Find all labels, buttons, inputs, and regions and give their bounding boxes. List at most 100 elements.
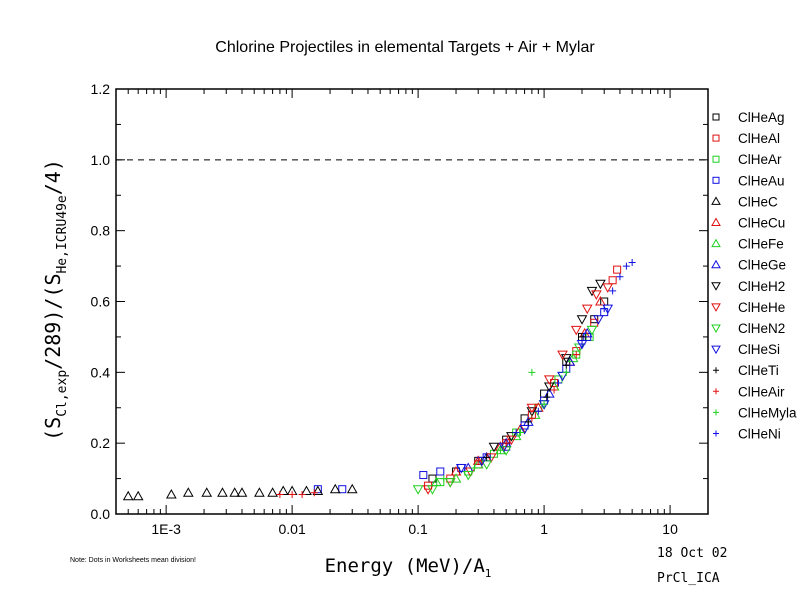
data-point — [236, 487, 248, 497]
data-point — [562, 368, 570, 376]
data-point — [288, 491, 296, 499]
series-clheair — [276, 351, 580, 499]
legend-marker — [712, 176, 720, 184]
legend-label: ClHeAr — [738, 152, 782, 167]
data-point — [182, 487, 194, 497]
data-point — [595, 279, 606, 290]
data-point — [474, 457, 482, 465]
series-clhefe — [431, 352, 579, 487]
data-point — [301, 485, 312, 495]
data-point — [502, 439, 510, 447]
series-clhehe — [422, 283, 614, 495]
y-tick-label: 0.6 — [91, 294, 111, 310]
file-code: PrCl_ICA — [657, 571, 720, 586]
data-point — [524, 418, 532, 426]
data-point — [419, 471, 428, 480]
data-point — [436, 467, 445, 476]
data-point — [427, 485, 438, 495]
data-point — [488, 442, 500, 453]
data-point — [600, 305, 608, 313]
data-point — [628, 259, 636, 267]
data-point — [593, 315, 604, 325]
date-stamp: 18 Oct 02 — [657, 546, 727, 561]
series-clheti — [483, 333, 586, 461]
footnote: Note: Dots in Worksheets mean division! — [70, 557, 196, 564]
data-point — [229, 487, 241, 497]
data-point — [528, 414, 536, 422]
legend-label: ClHeAl — [738, 131, 780, 146]
data-point — [578, 333, 586, 341]
data-point — [483, 453, 491, 461]
series-clheh2 — [488, 279, 606, 453]
series-clheag — [428, 297, 609, 483]
data-point — [557, 371, 568, 382]
data-point — [276, 491, 284, 499]
data-point — [562, 361, 570, 369]
data-point — [462, 471, 474, 481]
data-point — [572, 351, 580, 359]
data-point — [576, 315, 588, 325]
data-point — [591, 290, 602, 300]
y-tick-label: 0.8 — [91, 223, 111, 239]
x-axis: 1E-3 0.01 0.1 1 10 — [115, 89, 709, 537]
legend-marker — [711, 217, 721, 226]
legend: ClHeAg ClHeAl ClHeAr ClHeAu ClHeC ClHeCu ClHeF… — [711, 110, 797, 442]
data-point — [540, 400, 548, 408]
x-tick-label: 0.1 — [408, 521, 428, 537]
data-point — [338, 485, 347, 494]
data-point — [578, 340, 586, 348]
legend-marker — [711, 238, 721, 248]
legend-marker — [712, 113, 720, 121]
series-clheau — [313, 308, 609, 494]
legend-label: ClHeTi — [738, 363, 779, 378]
data-point — [526, 407, 538, 417]
x-axis-label: Energy (MeV)/A1 — [325, 555, 492, 580]
data-point — [550, 386, 558, 394]
data-point — [481, 460, 493, 470]
data-point — [470, 464, 478, 472]
legend-marker — [712, 155, 720, 163]
data-point — [455, 463, 467, 474]
series-clhemylar — [440, 368, 570, 483]
legend-label: ClHeGe — [738, 258, 786, 273]
data-point — [496, 446, 504, 454]
y-tick-label: 0.2 — [91, 435, 111, 451]
data-point — [581, 304, 593, 315]
data-point — [346, 483, 358, 494]
data-point — [312, 485, 324, 495]
series-clhesi — [455, 304, 614, 474]
data-point — [595, 295, 606, 306]
data-point — [560, 354, 572, 364]
legend-label: ClHeHe — [738, 300, 785, 315]
legend-label: ClHeC — [738, 194, 778, 209]
data-point — [613, 265, 622, 274]
data-point — [586, 325, 598, 336]
legend-marker — [711, 259, 721, 269]
data-point — [608, 276, 617, 285]
legend-marker — [713, 409, 719, 416]
legend-label: ClHeH2 — [738, 279, 785, 294]
series-clhen2 — [412, 325, 598, 495]
y-tick-label: 1.2 — [91, 81, 111, 97]
data-point — [165, 489, 177, 499]
data-point — [217, 487, 228, 497]
legend-marker — [713, 430, 719, 437]
legend-marker — [712, 134, 720, 142]
data-point — [534, 407, 542, 415]
x-tick-label: 10 — [662, 521, 678, 537]
x-tick-label: 0.01 — [278, 521, 305, 537]
data-point — [543, 375, 555, 385]
y-tick-label: 1.0 — [91, 152, 111, 168]
data-point — [616, 273, 624, 281]
y-tick-label: 0.0 — [91, 506, 111, 522]
legend-marker — [711, 324, 721, 334]
data-point — [267, 487, 278, 497]
data-point — [528, 368, 536, 376]
x-tick-label: 1E-3 — [151, 521, 181, 537]
legend-label: ClHeMyla — [738, 405, 797, 420]
legend-marker — [711, 345, 721, 355]
legend-label: ClHeCu — [738, 216, 785, 231]
legend-label: ClHeN2 — [738, 321, 785, 336]
data-point — [543, 393, 551, 401]
data-point — [412, 485, 424, 495]
